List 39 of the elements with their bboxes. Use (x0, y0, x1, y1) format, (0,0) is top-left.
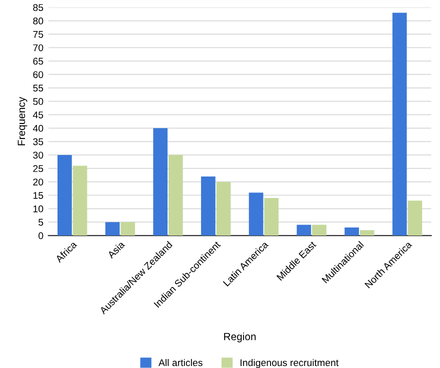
bar (248, 192, 264, 236)
y-tick-label: 45 (32, 112, 44, 118)
x-axis-title: Region (224, 332, 256, 342)
y-tick-label: 0 (38, 232, 44, 240)
y-tick-label: 50 (33, 98, 44, 105)
y-tick-label: 65 (33, 58, 44, 65)
bar (360, 230, 374, 236)
y-tick-label: 20 (33, 178, 44, 186)
y-tick-label: 60 (33, 71, 44, 78)
legend-label: All articles (158, 358, 202, 366)
legend-label: Indigenous recruitment (240, 358, 339, 368)
y-tick-label: 5 (38, 218, 44, 226)
bar (72, 166, 88, 236)
y-tick-label: 25 (33, 165, 44, 172)
bar (296, 224, 312, 236)
y-tick-label: 35 (33, 138, 44, 146)
bar (344, 227, 359, 236)
bar (408, 200, 422, 236)
bar (264, 198, 279, 236)
bar (120, 222, 136, 236)
bar (105, 222, 120, 236)
y-tick-label: 55 (33, 84, 44, 92)
y-tick-label: 10 (33, 205, 44, 212)
bar (216, 182, 231, 236)
bar (392, 12, 407, 236)
y-tick-label: 40 (32, 124, 44, 132)
bar (312, 224, 326, 236)
y-tick-label: 15 (33, 192, 44, 199)
bar (153, 128, 168, 236)
y-tick-label: 75 (33, 31, 44, 38)
y-axis-title: Frequency (18, 96, 28, 146)
y-tick-label: 85 (33, 4, 44, 11)
y-tick-label: 80 (33, 18, 44, 24)
y-tick-label: 70 (33, 44, 44, 52)
bar (168, 154, 183, 236)
y-tick-label: 30 (33, 152, 44, 159)
x-tick-label: Asia (106, 240, 126, 259)
bar (57, 154, 72, 236)
bar (201, 176, 216, 236)
